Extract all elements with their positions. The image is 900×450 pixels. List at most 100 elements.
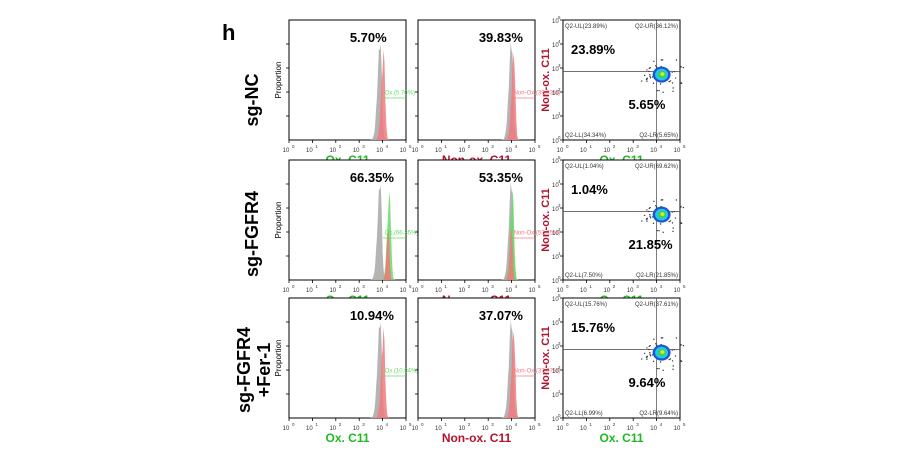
scatter-point xyxy=(656,89,658,92)
x-tick-exp: 4 xyxy=(386,422,389,427)
x-tick-exp: 1 xyxy=(589,284,592,289)
scatter-point xyxy=(652,82,655,85)
y-tick-exp: 2 xyxy=(558,365,561,370)
x-tick-label: 10 xyxy=(529,148,536,154)
x-tick-label: 10 xyxy=(674,426,681,432)
x-tick-exp: 2 xyxy=(339,284,342,289)
scatter-point xyxy=(653,200,655,202)
x-tick-label: 10 xyxy=(283,288,290,294)
x-tick-exp: 2 xyxy=(339,422,342,427)
gate-label: Ox.(66.35%) xyxy=(385,230,419,236)
x-tick-exp: 1 xyxy=(315,144,318,149)
x-tick-exp: 2 xyxy=(339,144,342,149)
plot-frame xyxy=(288,297,407,419)
x-tick-label: 10 xyxy=(603,148,610,154)
y-tick-label: 10 xyxy=(552,91,559,97)
scatter-point xyxy=(659,83,662,85)
scatter-point xyxy=(655,65,657,67)
scatter-point xyxy=(675,59,678,61)
scatter-point xyxy=(649,206,651,209)
scatter-point xyxy=(682,66,685,69)
scatter-point xyxy=(675,337,678,339)
scatter-point xyxy=(648,348,650,351)
y-tick-exp: 3 xyxy=(558,203,561,208)
x-tick-label: 10 xyxy=(458,148,465,154)
scatter-point xyxy=(658,229,660,232)
scatter-point xyxy=(649,344,651,347)
scatter-point xyxy=(641,80,643,82)
scatter-point xyxy=(649,355,652,357)
row-label-3-line-2: +Fer-1 xyxy=(254,343,274,398)
scatter-point xyxy=(646,80,648,82)
scatter-point xyxy=(660,337,663,339)
x-tick-exp: 1 xyxy=(589,144,592,149)
x-tick-label: 10 xyxy=(650,148,657,154)
row-label-2-line-1: sg-FGFR4 xyxy=(242,191,262,277)
scatter-point xyxy=(655,66,658,68)
x-tick-label: 10 xyxy=(283,148,290,154)
density-peak xyxy=(660,212,665,216)
percent-label-left: 1.04% xyxy=(571,182,608,197)
x-tick-exp: 5 xyxy=(538,422,541,427)
scatter-point xyxy=(671,360,674,362)
scatter-point xyxy=(649,73,651,76)
quadrant-lr-label: Q2-LR(9.64%) xyxy=(639,411,678,417)
x-tick-exp: 2 xyxy=(468,284,471,289)
x-tick-label: 10 xyxy=(283,426,290,432)
x-tick-exp: 4 xyxy=(660,422,663,427)
x-tick-exp: 3 xyxy=(491,422,494,427)
nonox-histogram: Non-Ox.(39.83%)39.83%100101102103104105N… xyxy=(412,19,560,167)
x-tick-label: 10 xyxy=(329,148,336,154)
scatter-point xyxy=(648,70,650,73)
x-tick-exp: 3 xyxy=(362,284,365,289)
x-tick-label: 10 xyxy=(580,288,587,294)
y-tick-label: 10 xyxy=(552,183,559,189)
x-tick-label: 10 xyxy=(603,288,610,294)
quadrant-ul-label: Q2-UL(23.89%) xyxy=(565,24,607,30)
y-tick-exp: 2 xyxy=(558,87,561,92)
scatter-point xyxy=(659,361,662,363)
x-tick-label: 10 xyxy=(329,288,336,294)
x-tick-label: 10 xyxy=(412,288,419,294)
scatter-point xyxy=(649,66,651,69)
y-axis-label: Proportion xyxy=(274,340,283,377)
scatter-point xyxy=(653,60,655,62)
scatter-point xyxy=(641,220,643,222)
x-tick-exp: 0 xyxy=(566,144,569,149)
scatter-point xyxy=(671,349,673,351)
x-tick-label: 10 xyxy=(603,426,610,432)
x-tick-label: 10 xyxy=(412,148,419,154)
y-tick-label: 10 xyxy=(552,19,559,25)
scatter-point xyxy=(669,358,672,360)
scatter-point xyxy=(662,369,664,371)
x-tick-exp: 2 xyxy=(468,144,471,149)
quadrant-ll-label: Q2-LL(34.34%) xyxy=(565,133,606,139)
scatter-point xyxy=(680,344,682,346)
scatter-point xyxy=(661,59,664,61)
x-tick-exp: 3 xyxy=(362,144,365,149)
y-tick-exp: 2 xyxy=(558,227,561,232)
scatter-point xyxy=(659,223,662,225)
y-tick-label: 10 xyxy=(552,231,559,237)
y-tick-exp: 0 xyxy=(558,135,561,140)
scatter-point xyxy=(671,211,673,213)
scatter-point xyxy=(646,217,648,219)
x-axis-label: Ox. C11 xyxy=(325,431,369,445)
x-tick-exp: 2 xyxy=(613,422,616,427)
y-tick-exp: 1 xyxy=(558,389,561,394)
x-tick-label: 10 xyxy=(529,426,536,432)
y-tick-label: 10 xyxy=(552,369,559,375)
x-tick-exp: 3 xyxy=(636,284,639,289)
x-tick-label: 10 xyxy=(627,288,634,294)
x-tick-exp: 5 xyxy=(409,144,412,149)
scatter-point xyxy=(641,358,643,360)
x-tick-label: 10 xyxy=(400,288,407,294)
y-tick-label: 10 xyxy=(552,297,559,303)
x-tick-exp: 3 xyxy=(636,422,639,427)
plot-frame xyxy=(288,19,407,141)
scatter-point xyxy=(671,82,674,84)
y-axis-label: Proportion xyxy=(274,62,283,99)
x-tick-exp: 1 xyxy=(444,284,447,289)
panel-label: h xyxy=(222,20,235,45)
